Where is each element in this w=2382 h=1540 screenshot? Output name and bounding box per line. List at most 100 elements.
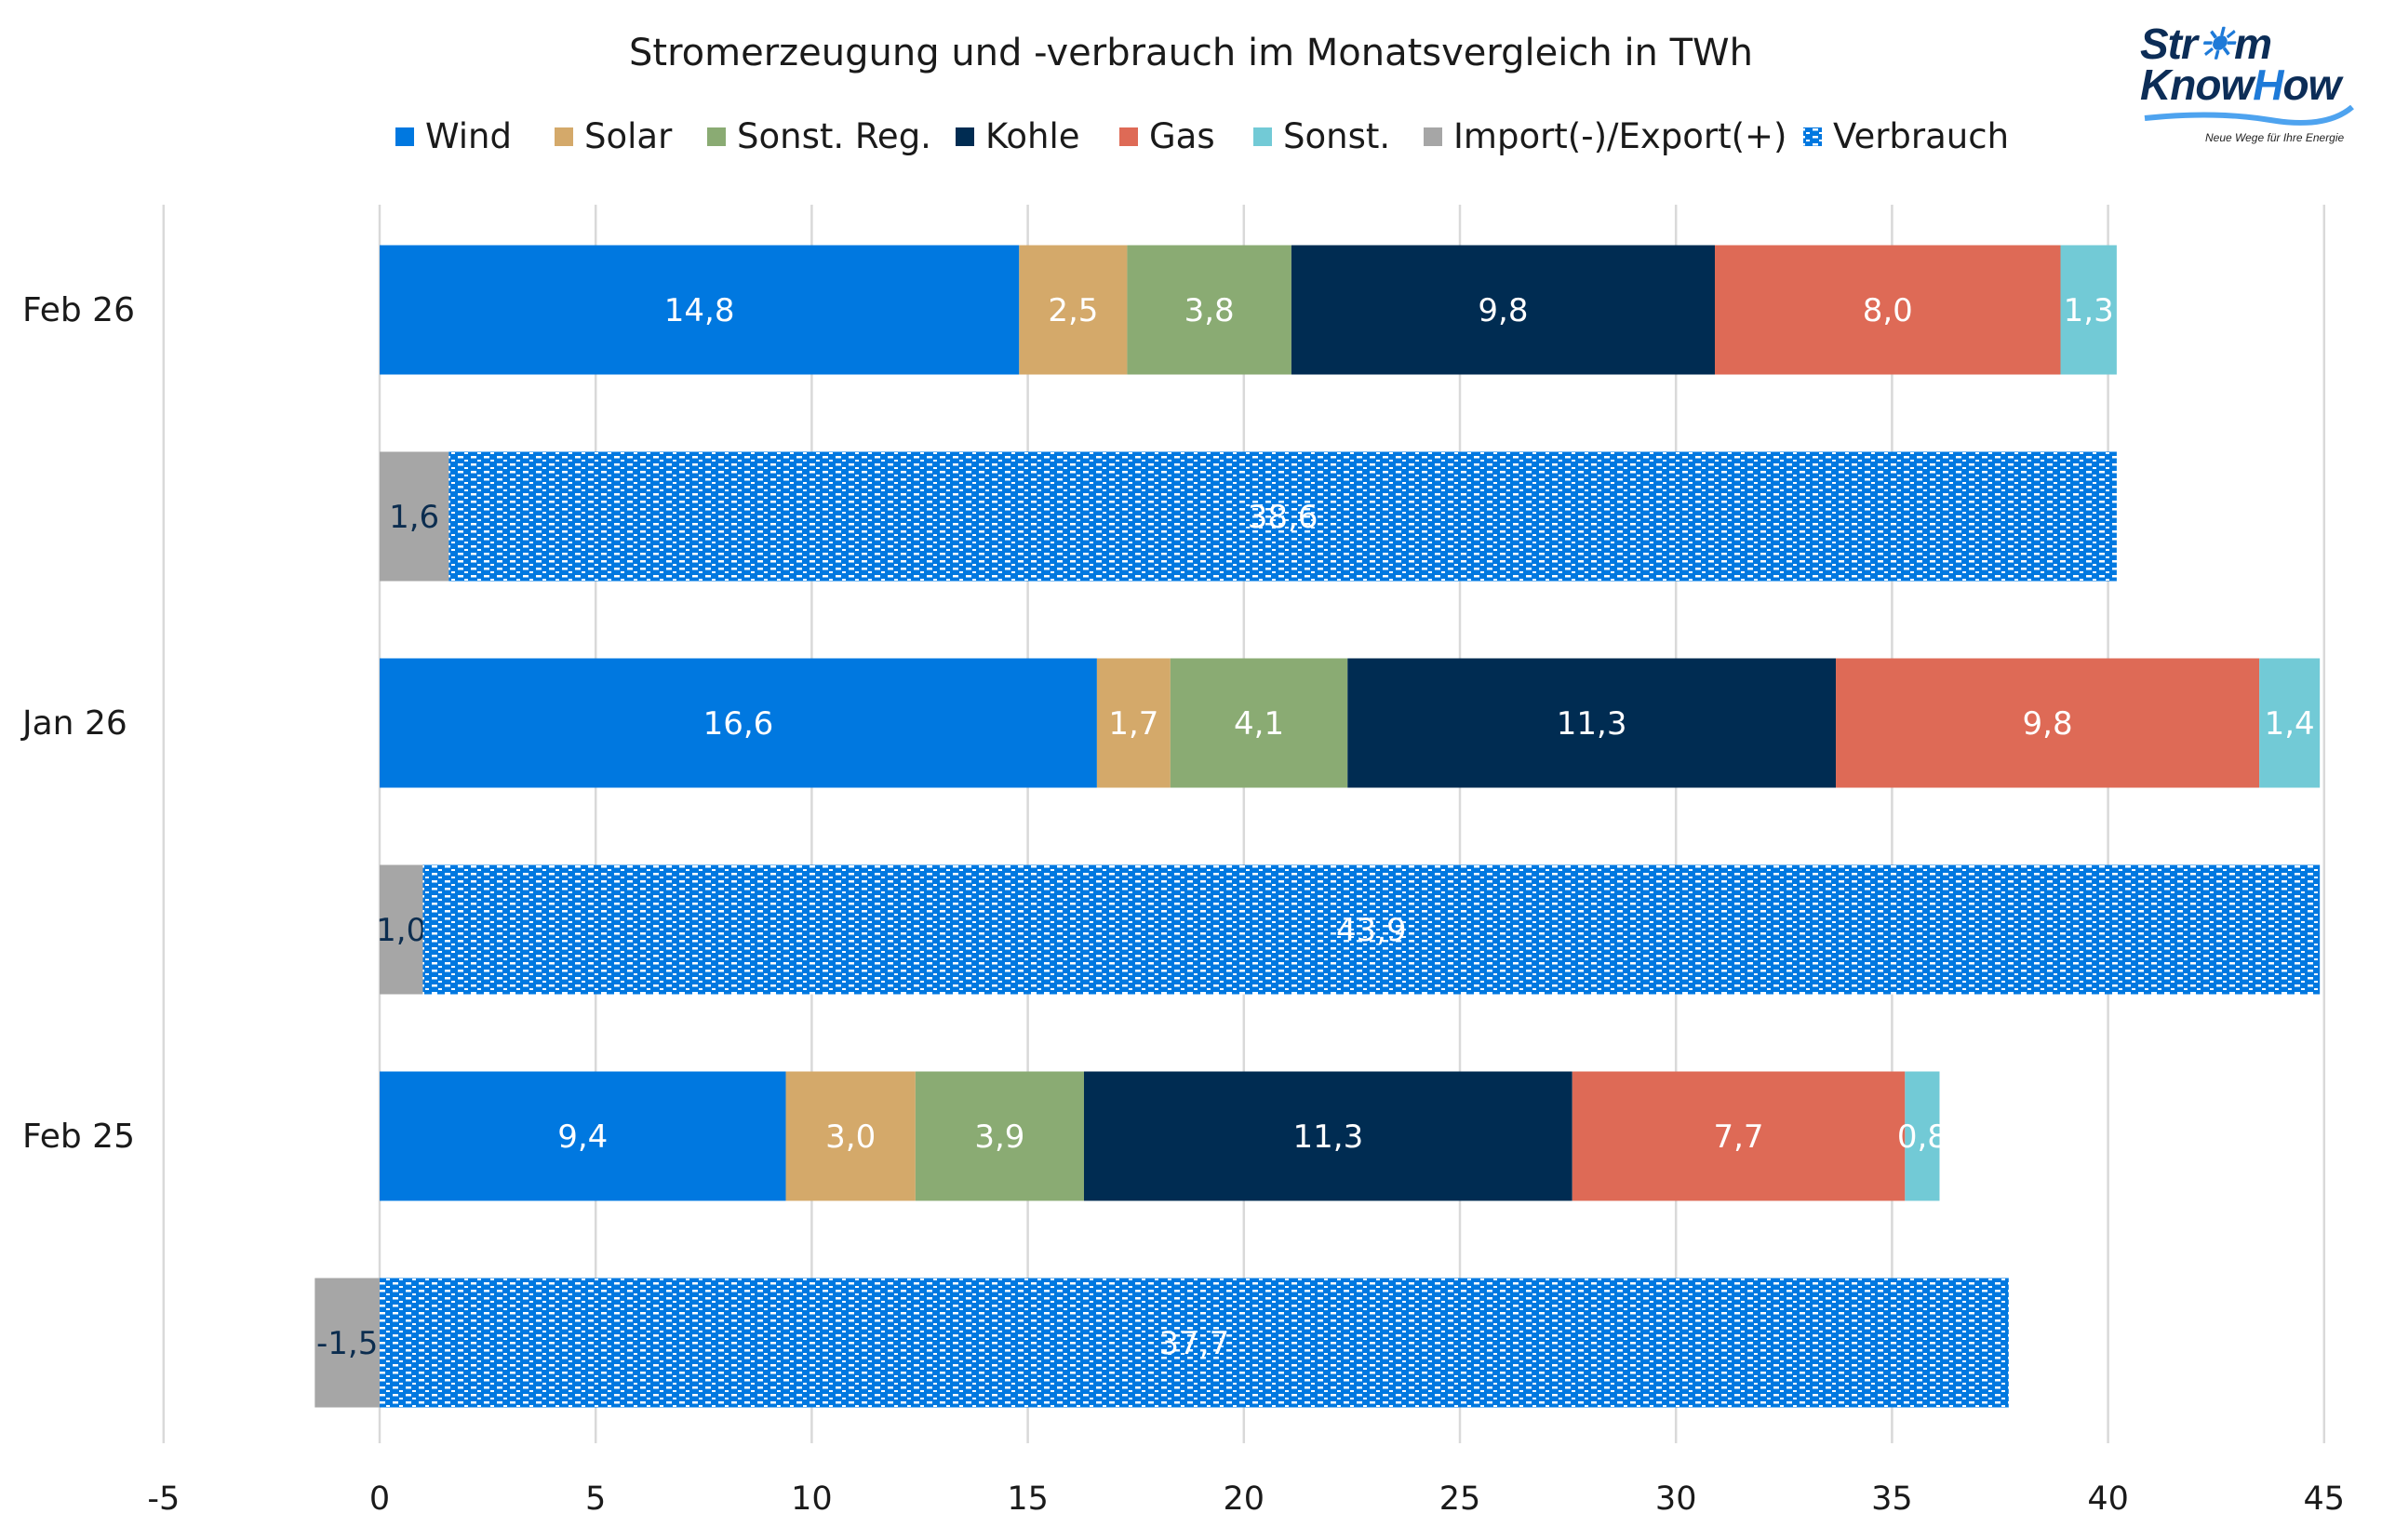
logo-text: ow (2282, 60, 2341, 109)
legend-swatch (555, 127, 573, 146)
legend-swatch (395, 127, 414, 146)
data-label: 11,3 (1293, 1118, 1364, 1156)
bar-kohle (1083, 1071, 1572, 1201)
x-tick-label: 40 (2087, 1480, 2129, 1518)
data-label: 4,1 (1234, 705, 1284, 743)
logo-line-1: Str☀m (2140, 22, 2373, 65)
legend-swatch (707, 127, 726, 146)
strom-knowhow-logo: Str☀m KnowHow Neue Wege für Ihre Energie (2140, 22, 2373, 172)
legend-swatch (956, 127, 974, 146)
x-tick-label: 25 (1439, 1480, 1481, 1518)
bar-gas (1836, 658, 2260, 788)
legend-label: Kohle (985, 116, 1080, 156)
legend: Wind Solar Sonst. Reg. Kohle Gas Sonst. Import… (395, 116, 2009, 156)
legend-swatch (1424, 127, 1442, 146)
bar-gas (1572, 1071, 1906, 1201)
bar-solar (1096, 658, 1171, 788)
x-tick-label: 45 (2304, 1480, 2346, 1518)
data-label: 14,8 (664, 292, 735, 329)
legend-item: Kohle (956, 116, 1080, 156)
data-label: 3,8 (1184, 292, 1235, 329)
data-label: 1,3 (2064, 292, 2114, 329)
x-tick-label: 30 (1655, 1480, 1697, 1518)
gridlines (162, 205, 2326, 1443)
data-label: 1,4 (2265, 705, 2315, 743)
bar-solar (1019, 245, 1128, 375)
data-label: 9,4 (557, 1118, 608, 1156)
category-label: Feb 26 (22, 291, 135, 329)
legend-item: Sonst. Reg. (707, 116, 931, 156)
bar-sonst- (1905, 1071, 1940, 1201)
legend-label: Gas (1149, 116, 1215, 156)
bar-import-export (380, 451, 449, 582)
bar-solar (785, 1071, 916, 1201)
bar-verbrauch (448, 451, 2117, 582)
bar-import-export (380, 864, 423, 995)
legend-label: Sonst. Reg. (737, 116, 931, 156)
bar-sonst- (2259, 658, 2321, 788)
data-label: 1,0 (376, 912, 426, 949)
x-tick-label: 0 (369, 1480, 390, 1518)
logo-text: m (2234, 20, 2272, 68)
x-tick-label: -5 (147, 1480, 180, 1518)
x-tick-label: 15 (1007, 1480, 1049, 1518)
chart-title: Stromerzeugung und -verbrauch im Monatsv… (629, 32, 1753, 74)
bar-wind (380, 658, 1097, 788)
legend-label: Sonst. (1283, 116, 1390, 156)
logo-text: Know (2140, 60, 2254, 109)
data-label: 43,9 (1336, 912, 1407, 949)
data-label: -1,5 (316, 1325, 378, 1362)
data-label: 38,6 (1248, 499, 1318, 536)
legend-item: Solar (555, 116, 673, 156)
x-axis: -5 0 5 10 15 20 25 30 35 40 45 (147, 1480, 2345, 1518)
x-tick-label: 35 (1871, 1480, 1913, 1518)
bar-import-export (314, 1278, 380, 1408)
category-label: Feb 25 (22, 1118, 135, 1156)
legend-label: Solar (584, 116, 673, 156)
data-label: 9,8 (2023, 705, 2073, 743)
legend-item: Sonst. (1253, 116, 1390, 156)
bar-kohle (1291, 245, 1715, 375)
legend-swatch (1119, 127, 1138, 146)
legend-swatch (1803, 127, 1822, 146)
data-label: 3,9 (974, 1118, 1024, 1156)
sun-icon: ☀ (2196, 20, 2235, 68)
data-label: 1,7 (1108, 705, 1158, 743)
data-label: 3,0 (825, 1118, 876, 1156)
data-label: 8,0 (1863, 292, 1913, 329)
x-tick-label: 20 (1224, 1480, 1265, 1518)
bar-verbrauch (380, 1278, 2009, 1408)
data-label: 16,6 (703, 705, 774, 743)
legend-item: Import(-)/Export(+) (1424, 116, 1786, 156)
bar-wind (380, 245, 1020, 375)
legend-item: Verbrauch (1803, 116, 2009, 156)
bar-sonst- (2060, 245, 2117, 375)
logo-line-2: KnowHow (2140, 63, 2373, 106)
bars: Feb 26 14,8 2,5 3,8 9,8 8,0 1,3 1,6 38,6 Jan 26 16… (20, 245, 2321, 1408)
data-label: 37,7 (1159, 1325, 1230, 1362)
x-tick-label: 5 (585, 1480, 606, 1518)
bar-kohle (1347, 658, 1837, 788)
logo-text: H (2253, 60, 2283, 109)
legend-item: Wind (395, 116, 512, 156)
legend-swatch (1253, 127, 1272, 146)
legend-label: Import(-)/Export(+) (1453, 116, 1786, 156)
data-label: 9,8 (1478, 292, 1528, 329)
legend-label: Verbrauch (1833, 116, 2009, 156)
x-tick-label: 10 (791, 1480, 833, 1518)
bar-gas (1714, 245, 2061, 375)
data-label: 1,6 (389, 499, 439, 536)
bar-sonst-reg- (1127, 245, 1291, 375)
logo-text: Str (2140, 20, 2198, 68)
legend-item: Gas (1119, 116, 1215, 156)
logo-tagline: Neue Wege für Ihre Energie (2205, 131, 2345, 144)
bar-wind (380, 1071, 786, 1201)
bar-sonst-reg- (1170, 658, 1348, 788)
data-label: 7,7 (1713, 1118, 1763, 1156)
data-label: 2,5 (1048, 292, 1098, 329)
category-label: Jan 26 (20, 704, 127, 743)
legend-label: Wind (425, 116, 512, 156)
data-label: 0,8 (1897, 1118, 1947, 1156)
data-label: 11,3 (1557, 705, 1627, 743)
